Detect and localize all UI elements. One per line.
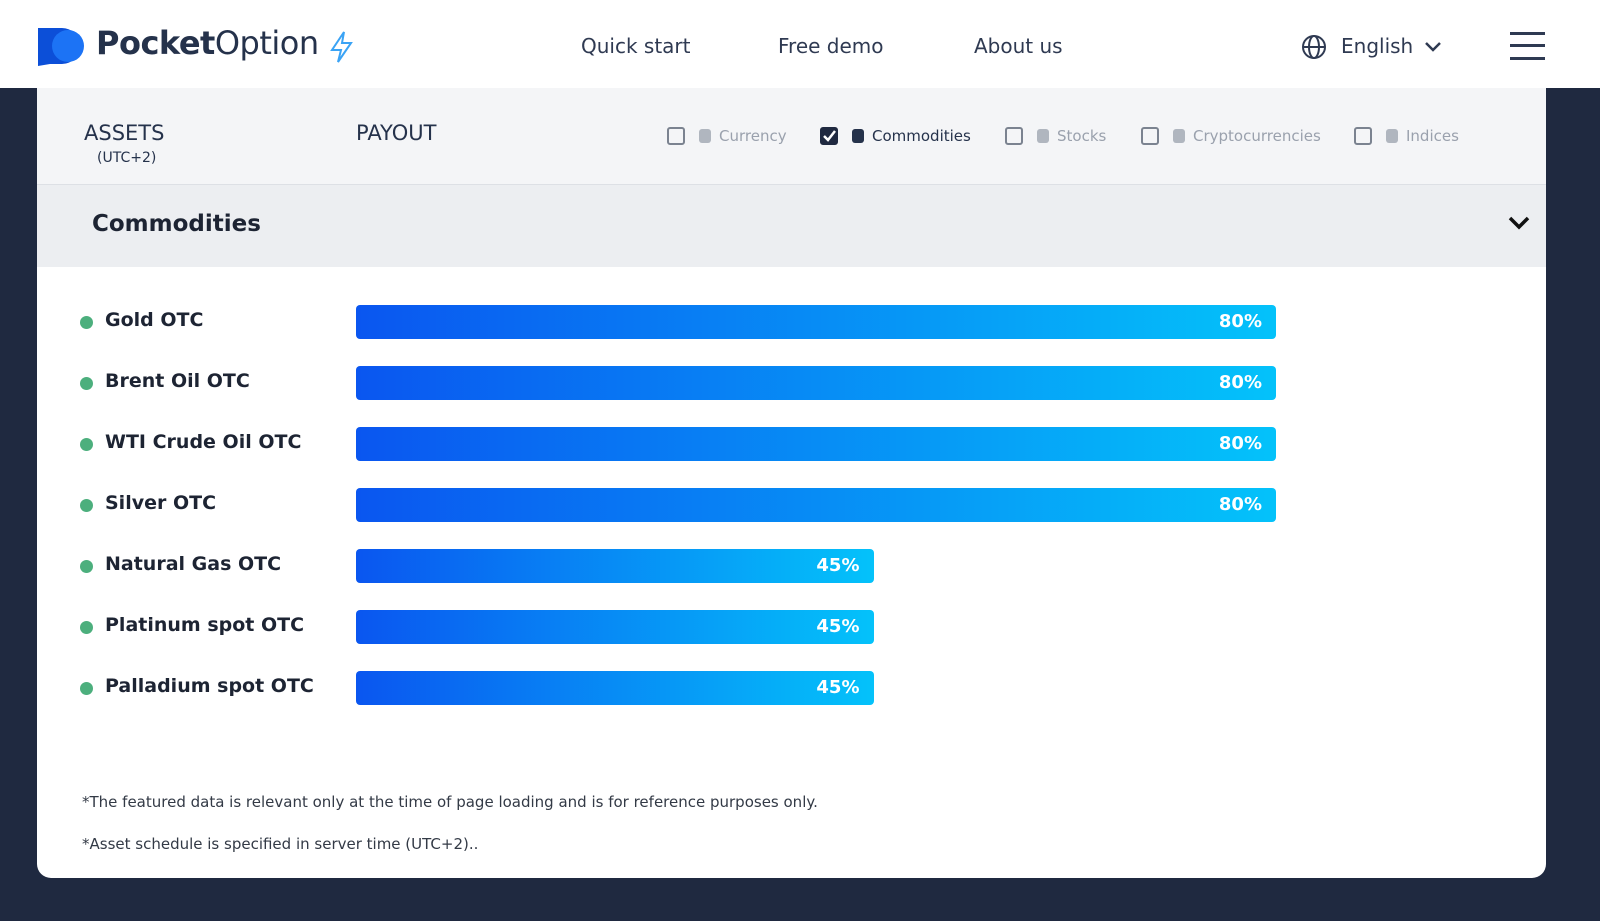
payout-bar [356,671,874,705]
section-title: Commodities [92,211,261,237]
payout-card: ASSETS (UTC+2) PAYOUT Currency Commoditie… [37,88,1546,878]
status-dot [80,438,93,451]
checkbox[interactable] [820,127,838,145]
status-dot [80,682,93,695]
language[interactable]: English [1341,34,1414,58]
payout-label: 45% [816,616,860,637]
status-dot [80,499,93,512]
note: *Asset schedule is specified in server t… [82,835,479,853]
filter-icon [699,129,711,143]
payout-label: 80% [1218,433,1262,454]
checkbox[interactable] [1354,127,1372,145]
logo-icon [38,28,84,66]
filter[interactable]: Cryptocurrencies [1141,124,1321,148]
filter-label: Indices [1406,127,1459,145]
section-header[interactable]: Commodities [37,185,1546,267]
filter-label: Commodities [872,127,971,145]
filter[interactable]: Currency [667,124,787,148]
status-dot [80,377,93,390]
payout-bar [356,305,1276,339]
nav-link[interactable]: Free demo [778,34,884,58]
payout-bar [356,427,1276,461]
filter-icon [1173,129,1185,143]
filter-label: Stocks [1057,127,1107,145]
payout-bar [356,366,1276,400]
status-dot [80,560,93,573]
assets-heading: ASSETS [84,121,165,145]
nav-link[interactable]: About us [974,34,1063,58]
filter-icon [1037,129,1049,143]
brand[interactable]: PocketOption [96,24,319,62]
asset-name: Platinum spot OTC [105,614,305,636]
checkbox[interactable] [1141,127,1159,145]
filter-icon [852,129,864,143]
filter-label: Cryptocurrencies [1193,127,1321,145]
payout-label: 80% [1218,311,1262,332]
filter-label: Currency [719,127,787,145]
payout-bar [356,549,874,583]
globe-icon [1302,35,1326,59]
filter-bar: ASSETS (UTC+2) PAYOUT Currency Commoditie… [37,88,1546,185]
header: PocketOption Quick start Free demo About u… [0,0,1600,88]
bolt-icon [330,31,353,63]
payout-bar [356,488,1276,522]
timezone: (UTC+2) [97,150,157,166]
asset-name: WTI Crude Oil OTC [105,431,302,453]
payout-heading: PAYOUT [356,121,437,145]
payout-label: 80% [1218,372,1262,393]
filter[interactable]: Indices [1354,124,1459,148]
checkbox[interactable] [667,127,685,145]
note: *The featured data is relevant only at t… [82,793,818,811]
filter[interactable]: Commodities [820,124,971,148]
chevron[interactable] [1424,40,1442,54]
asset-name: Natural Gas OTC [105,553,282,575]
checkbox[interactable] [1005,127,1023,145]
filter[interactable]: Stocks [1005,124,1106,148]
status-dot [80,621,93,634]
payout-label: 45% [816,677,860,698]
asset-name: Gold OTC [105,309,204,331]
collapse-chevron[interactable] [1508,215,1530,231]
payout-label: 80% [1218,494,1262,515]
asset-name: Brent Oil OTC [105,370,250,392]
status-dot [80,316,93,329]
payout-bar [356,610,874,644]
nav-link[interactable]: Quick start [581,34,691,58]
payout-label: 45% [816,555,860,576]
menu-button[interactable] [1510,30,1546,62]
asset-name: Palladium spot OTC [105,675,314,697]
filter-icon [1386,129,1398,143]
asset-name: Silver OTC [105,492,217,514]
